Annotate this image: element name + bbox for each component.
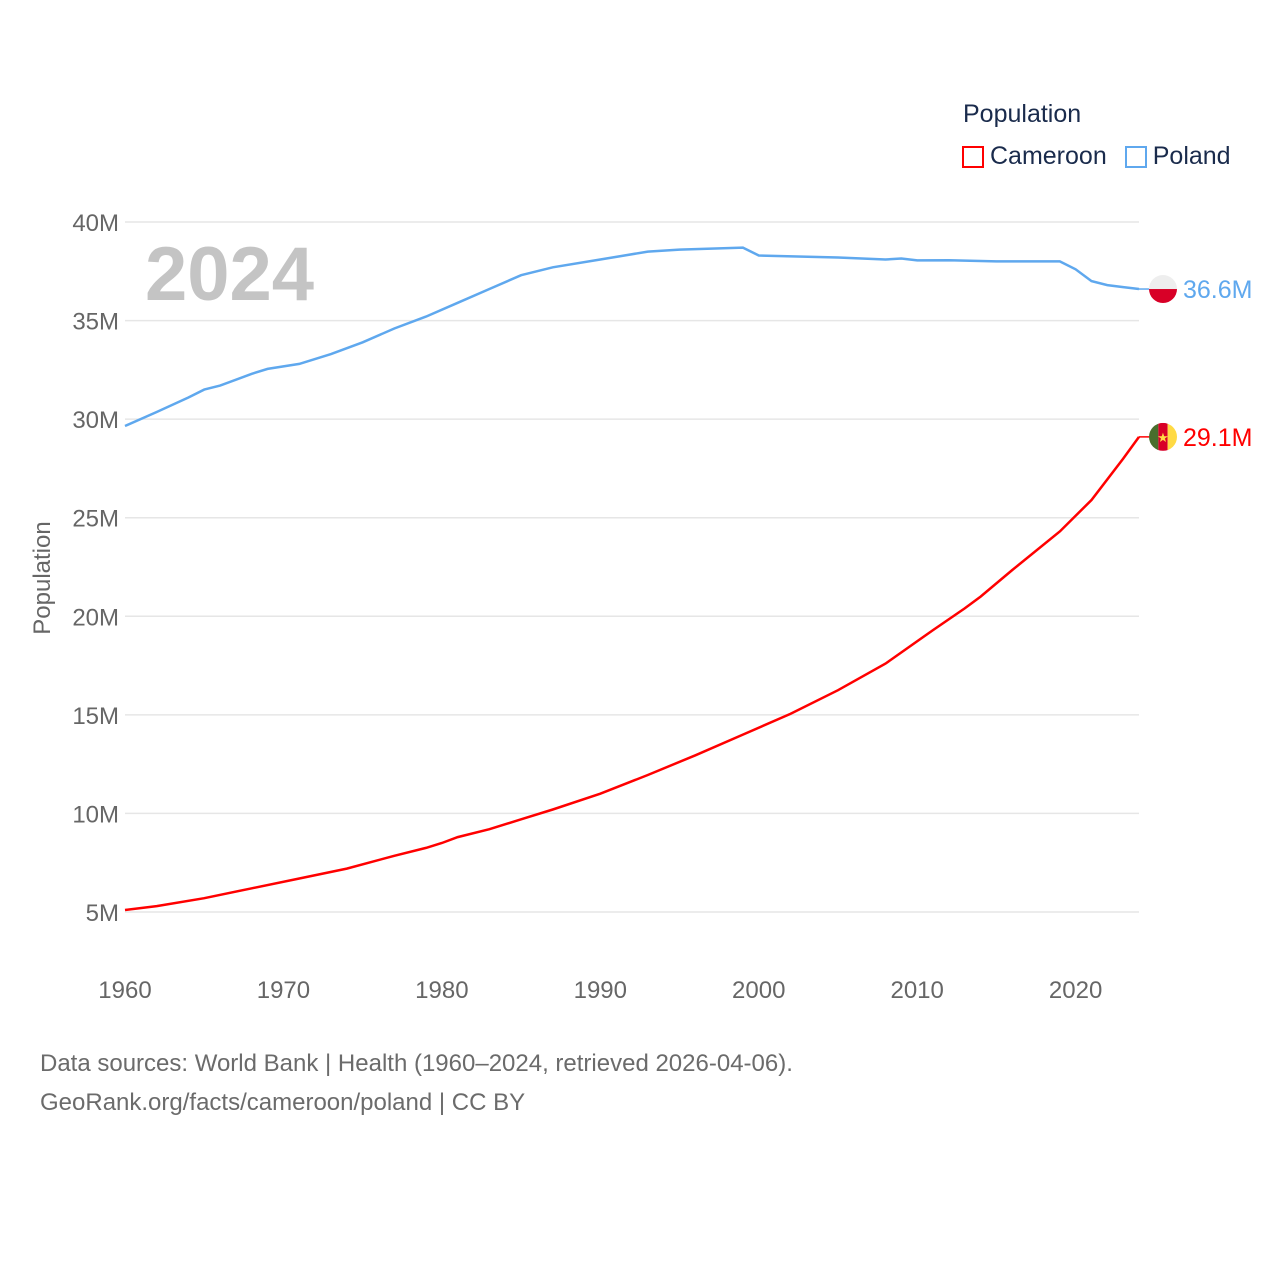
footer: Data sources: World Bank | Health (1960–…: [40, 1044, 793, 1122]
legend-item-cameroon[interactable]: Cameroon: [962, 142, 1107, 171]
cameroon-flag-icon: ★: [1149, 422, 1177, 451]
legend-label: Poland: [1152, 142, 1231, 170]
year-label: 2024: [145, 232, 314, 317]
x-tick-label: 1990: [574, 977, 627, 1004]
series-line-cameroon: [124, 436, 1141, 912]
x-tick-label: 2000: [732, 977, 785, 1004]
x-tick-label: 2010: [890, 977, 943, 1004]
legend-item-poland[interactable]: Poland: [1124, 142, 1231, 171]
legend-swatch-poland: [1124, 145, 1147, 168]
end-value-label: 36.6M: [1183, 276, 1252, 304]
x-tick-label: 1980: [415, 977, 468, 1004]
x-tick-label: 1970: [257, 977, 310, 1004]
end-value-label: 29.1M: [1183, 424, 1252, 452]
y-tick-label: 25M: [72, 506, 119, 533]
source-link[interactable]: GeoRank.org/facts/cameroon/poland | CC B…: [40, 1089, 526, 1116]
y-tick-label: 40M: [72, 210, 119, 237]
legend: Cameroon Poland: [962, 142, 1231, 171]
y-axis-label: Population: [29, 521, 56, 634]
legend-swatch-cameroon: [962, 145, 984, 168]
legend-label: Cameroon: [990, 142, 1107, 170]
series-line-poland: [124, 246, 1140, 428]
y-tick-label: 20M: [72, 604, 119, 631]
y-tick-label: 30M: [72, 407, 119, 434]
x-tick-label: 2020: [1049, 977, 1102, 1004]
y-tick-label: 10M: [72, 801, 119, 828]
y-tick-label: 15M: [72, 703, 119, 730]
data-sources: Data sources: World Bank | Health (1960–…: [40, 1050, 793, 1077]
y-tick-label: 5M: [86, 900, 119, 927]
legend-title: Population: [963, 100, 1082, 128]
svg-text:★: ★: [1157, 430, 1169, 445]
poland-flag-icon: [1149, 275, 1177, 304]
x-tick-label: 1960: [98, 977, 151, 1004]
y-tick-label: 35M: [72, 309, 119, 336]
